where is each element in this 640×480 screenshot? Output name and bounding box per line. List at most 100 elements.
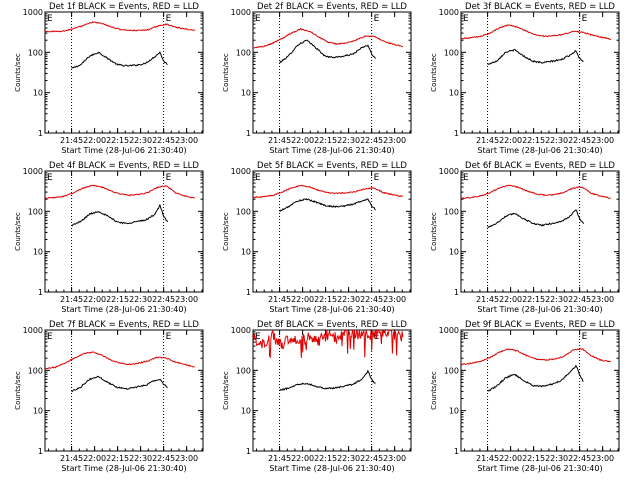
panel-5-ytick-label-1: 1 (246, 288, 251, 297)
panel-3-ytick-label-1000: 1000 (439, 8, 459, 17)
panel-3-series-events (487, 48, 584, 66)
panel-2-end-label-0: E (255, 14, 261, 24)
panel-7-ylabel: Counts/sec (14, 371, 22, 410)
panel-6-ylabel: Counts/sec (430, 212, 438, 251)
panel-3-end-label-0: E (463, 14, 469, 24)
panel-3-title: Det 3f BLACK = Events, RED = LLD (465, 2, 615, 12)
panel-3-ytick-label-10: 10 (449, 89, 459, 98)
panel-6-xlabel: Start Time (28-Jul-06 21:30:40) (477, 305, 602, 314)
panel-4-ytick-label-1000: 1000 (23, 167, 43, 176)
panel-1-ylabel: Counts/sec (14, 53, 22, 92)
panel-6-xtick-label-4: 22:45 (568, 295, 591, 304)
panel-8-series-lld (252, 328, 404, 359)
panel-2-ytick-label-10: 10 (241, 89, 251, 98)
panel-8-xtick-label-3: 22:30 (337, 454, 360, 463)
panel-7-series-events (71, 375, 168, 393)
panel-2-xtick-label-5: 23:00 (383, 136, 406, 145)
panel-2-title: Det 2f BLACK = Events, RED = LLD (257, 2, 407, 12)
panel-4-xtick-label-1: 22:00 (83, 295, 106, 304)
panel-6-series-lld (460, 184, 611, 200)
panel-7-xtick-label-3: 22:30 (129, 454, 152, 463)
panel-5-end-label-0: E (255, 173, 261, 183)
panel-1-title: Det 1f BLACK = Events, RED = LLD (49, 2, 199, 12)
panel-7-end-label-1: E (166, 332, 172, 342)
panel-1-xtick-label-1: 22:00 (83, 136, 106, 145)
panel-1-xtick-label-0: 21:45 (60, 136, 83, 145)
panel-3-end-label-1: E (582, 14, 588, 24)
panel-6-ytick-label-10: 10 (449, 248, 459, 257)
panel-7-xtick-label-1: 22:00 (83, 454, 106, 463)
panel-2-xlabel: Start Time (28-Jul-06 21:30:40) (269, 146, 394, 155)
panel-6-end-label-0: E (463, 173, 469, 183)
panel-8-xtick-label-1: 22:00 (291, 454, 314, 463)
panel-2-ytick-label-1: 1 (246, 129, 251, 138)
panel-9-title: Det 9f BLACK = Events, RED = LLD (465, 320, 615, 330)
panel-6-series-events (487, 209, 584, 228)
panel-7-end-label-0: E (47, 332, 53, 342)
panel-9-ytick-label-100: 100 (444, 366, 459, 375)
panel-1-xtick-label-2: 22:15 (106, 136, 129, 145)
panel-4-ylabel: Counts/sec (14, 212, 22, 251)
panel-6-xtick-label-5: 23:00 (591, 295, 614, 304)
panel-8-xtick-label-0: 21:45 (268, 454, 291, 463)
panel-5-ytick-label-1000: 1000 (231, 167, 251, 176)
panel-2-ylabel: Counts/sec (222, 53, 230, 92)
panel-1-ytick-label-1: 1 (38, 129, 43, 138)
panel-9-end-label-0: E (463, 332, 469, 342)
panel-6-title: Det 6f BLACK = Events, RED = LLD (465, 161, 615, 171)
panel-8-title: Det 8f BLACK = Events, RED = LLD (257, 320, 407, 330)
panel-5-title: Det 5f BLACK = Events, RED = LLD (257, 161, 407, 171)
panel-3-xlabel: Start Time (28-Jul-06 21:30:40) (477, 146, 602, 155)
panel-4-xtick-label-4: 22:45 (152, 295, 175, 304)
panel-7-ytick-label-10: 10 (33, 407, 43, 416)
panel-3-plot-frame (460, 11, 620, 134)
panel-2-xtick-label-0: 21:45 (268, 136, 291, 145)
panel-6-xtick-label-0: 21:45 (476, 295, 499, 304)
panel-2-series-lld (252, 27, 404, 49)
panel-9-xtick-label-3: 22:30 (545, 454, 568, 463)
chart-panel-9: Det 9f BLACK = Events, RED = LLD 1 10 100 10… (430, 320, 620, 473)
panel-4-ytick-label-1: 1 (38, 288, 43, 297)
panel-1-xlabel: Start Time (28-Jul-06 21:30:40) (61, 146, 186, 155)
panel-2-end-label-1: E (374, 14, 380, 24)
panel-8-ylabel: Counts/sec (222, 371, 230, 410)
panel-3-xtick-label-1: 22:00 (499, 136, 522, 145)
panel-8-end-label-0: E (255, 332, 261, 342)
chart-panel-4: Det 4f BLACK = Events, RED = LLD 1 10 100 10… (14, 161, 204, 314)
chart-panel-3: Det 3f BLACK = Events, RED = LLD 1 10 100 10… (430, 2, 620, 155)
panel-3-xtick-label-2: 22:15 (522, 136, 545, 145)
panel-7-xtick-label-0: 21:45 (60, 454, 83, 463)
panel-3-series-lld (460, 24, 612, 41)
panel-1-series-events (71, 50, 168, 69)
panel-8-plot-frame (252, 329, 412, 452)
panel-8-ytick-label-100: 100 (236, 366, 251, 375)
panel-8-ytick-label-1000: 1000 (231, 326, 251, 335)
panel-2-xtick-label-3: 22:30 (337, 136, 360, 145)
panel-2-xtick-label-4: 22:45 (360, 136, 383, 145)
panel-3-xtick-label-5: 23:00 (591, 136, 614, 145)
panel-3-xtick-label-0: 21:45 (476, 136, 499, 145)
panel-8-xtick-label-5: 23:00 (383, 454, 406, 463)
panel-7-xtick-label-2: 22:15 (106, 454, 129, 463)
panel-8-xlabel: Start Time (28-Jul-06 21:30:40) (269, 464, 394, 473)
panel-4-xtick-label-3: 22:30 (129, 295, 152, 304)
panel-1-ytick-label-1000: 1000 (23, 8, 43, 17)
panel-3-ylabel: Counts/sec (430, 53, 438, 92)
panel-9-xtick-label-0: 21:45 (476, 454, 499, 463)
panel-8-xtick-label-2: 22:15 (314, 454, 337, 463)
panel-9-series-lld (460, 348, 611, 366)
panel-6-plot-frame (460, 170, 620, 293)
panel-1-plot-frame (44, 11, 204, 134)
panel-4-ytick-label-10: 10 (33, 248, 43, 257)
chart-panel-1: Det 1f BLACK = Events, RED = LLD 1 10 100 10… (14, 2, 204, 155)
panel-6-end-label-1: E (582, 173, 588, 183)
panel-4-xtick-label-5: 23:00 (175, 295, 198, 304)
chart-panel-6: Det 6f BLACK = Events, RED = LLD 1 10 100 10… (430, 161, 620, 314)
panel-9-xlabel: Start Time (28-Jul-06 21:30:40) (477, 464, 602, 473)
panel-1-end-label-1: E (166, 14, 172, 24)
panel-5-ytick-label-100: 100 (236, 207, 251, 216)
panel-4-plot-frame (44, 170, 204, 293)
panel-7-title: Det 7f BLACK = Events, RED = LLD (49, 320, 199, 330)
panel-6-ytick-label-1000: 1000 (439, 167, 459, 176)
panel-5-xtick-label-2: 22:15 (314, 295, 337, 304)
